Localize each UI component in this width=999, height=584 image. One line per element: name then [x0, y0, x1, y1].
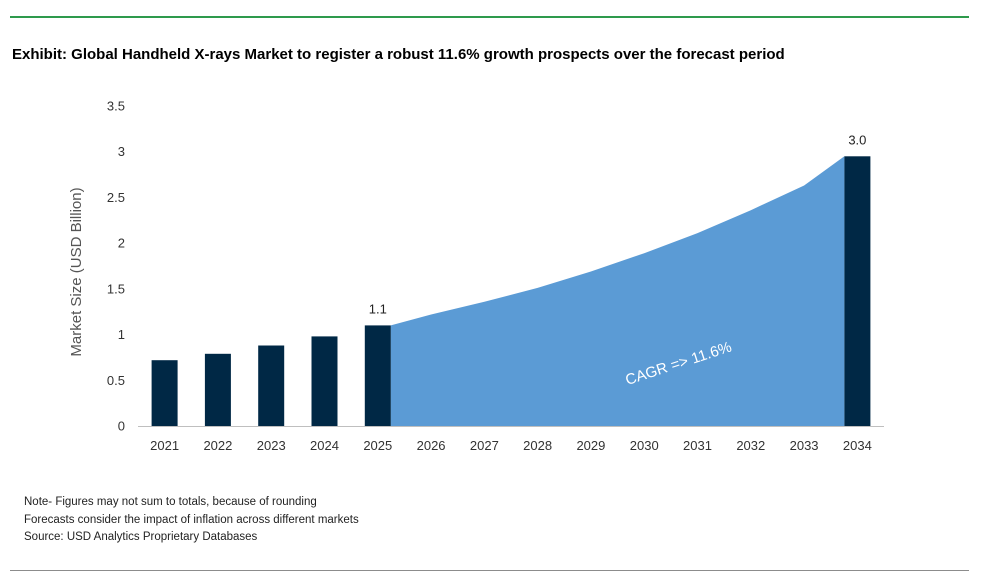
x-tick-2023: 2023 [257, 438, 286, 453]
bottom-divider [10, 570, 969, 571]
bar-2025 [364, 325, 391, 426]
y-tick-3.5: 3.5 [107, 99, 125, 114]
data-label-2025: 1.1 [369, 301, 387, 316]
x-tick-2028: 2028 [523, 438, 552, 453]
x-tick-2025: 2025 [363, 438, 392, 453]
y-tick-3: 3 [118, 144, 125, 159]
x-tick-2030: 2030 [630, 438, 659, 453]
x-tick-2027: 2027 [470, 438, 499, 453]
y-tick-2.5: 2.5 [107, 190, 125, 205]
x-tick-2031: 2031 [683, 438, 712, 453]
x-tick-2021: 2021 [150, 438, 179, 453]
y-tick-1: 1 [118, 327, 125, 342]
note-rounding: Note- Figures may not sum to totals, bec… [24, 496, 317, 508]
y-tick-2: 2 [118, 236, 125, 251]
x-tick-2032: 2032 [736, 438, 765, 453]
y-tick-0.5: 0.5 [107, 373, 125, 388]
top-divider [10, 16, 969, 18]
x-tick-2026: 2026 [417, 438, 446, 453]
bar-2034 [844, 156, 871, 427]
y-tick-1.5: 1.5 [107, 281, 125, 296]
note-source: Source: USD Analytics Proprietary Databa… [24, 531, 258, 543]
bar-2023 [258, 345, 285, 426]
forecast-area [390, 156, 845, 427]
x-tick-2024: 2024 [310, 438, 339, 453]
x-tick-2033: 2033 [790, 438, 819, 453]
exhibit-title: Exhibit: Global Handheld X-rays Market t… [12, 46, 785, 63]
chart-notes: Note- Figures may not sum to totals, bec… [24, 494, 359, 547]
bar-2021 [151, 360, 178, 426]
data-label-2034: 3.0 [848, 132, 866, 147]
x-tick-2034: 2034 [843, 438, 872, 453]
y-tick-0: 0 [118, 419, 125, 434]
bar-2022 [204, 353, 231, 426]
x-tick-2022: 2022 [203, 438, 232, 453]
x-tick-2029: 2029 [576, 438, 605, 453]
note-inflation: Forecasts consider the impact of inflati… [24, 513, 359, 526]
y-axis-label: Market Size (USD Billion) [68, 187, 85, 356]
bar-2024 [311, 336, 338, 426]
